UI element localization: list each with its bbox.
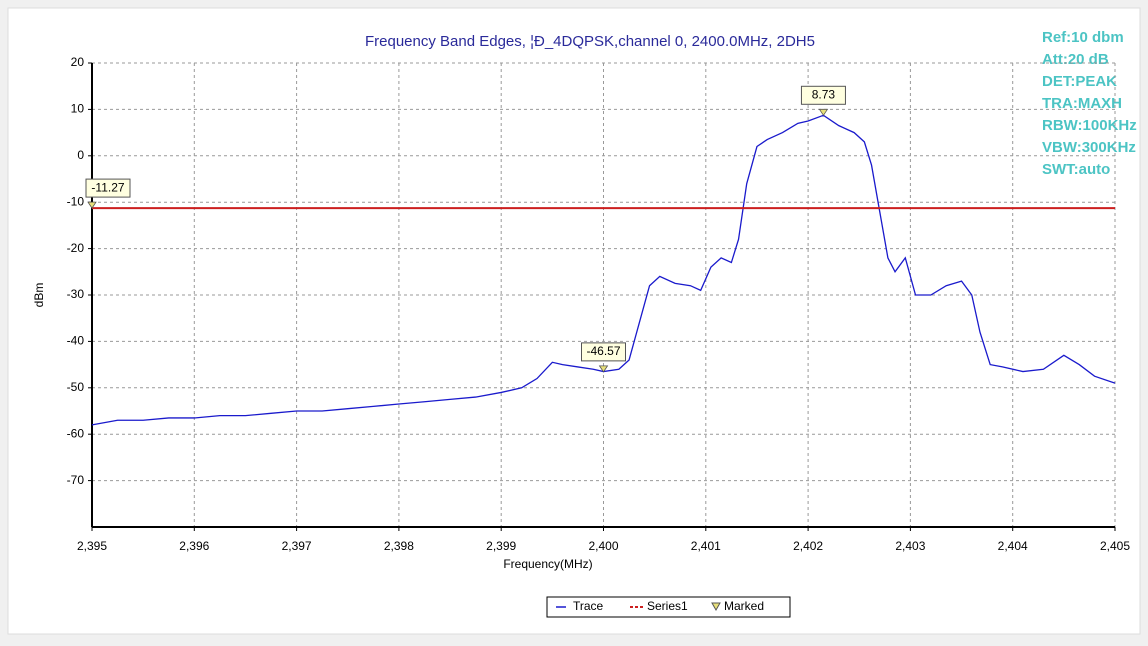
legend-box [546,596,791,618]
x-axis-label: Frequency(MHz) [503,557,592,571]
y-tick-label: -50 [67,380,85,394]
x-tick-label: 2,404 [998,539,1028,553]
legend-label: Trace [573,599,604,613]
marker-label: 8.73 [812,87,836,101]
marker [818,108,829,117]
marker-label-box [581,342,626,362]
y-axis-label: dBm [32,283,46,308]
marker-label: -46.57 [586,344,620,358]
x-tick-label: 2,399 [486,539,516,553]
y-tick-label: -10 [67,194,85,208]
info-line: Att:20 dB [1042,51,1109,68]
marker [598,365,609,373]
x-tick-label: 2,397 [282,539,312,553]
x-tick-label: 2,402 [793,539,823,553]
trace-line [91,114,1116,426]
legend-label: Marked [724,599,764,613]
panel [7,7,1141,635]
marker-label-box [800,85,846,105]
legend-swatch [711,602,721,612]
y-tick-label: 20 [71,55,85,69]
chart-title: Frequency Band Edges, ¦Ð_4DQPSK,channel … [365,33,815,50]
x-tick-label: 2,403 [895,539,925,553]
x-tick-label: 2,395 [77,539,107,553]
x-tick-label: 2,398 [384,539,414,553]
info-line: DET:PEAK [1042,73,1117,90]
y-tick-label: 10 [71,102,85,116]
info-line: VBW:300KHz [1042,139,1136,156]
info-line: Ref:10 dbm [1042,29,1124,46]
marker-label-box [85,178,131,198]
y-tick-label: -70 [67,473,85,487]
x-tick-label: 2,396 [179,539,209,553]
info-line: TRA:MAXH [1042,95,1122,112]
y-tick-label: -30 [67,287,85,301]
x-tick-label: 2,405 [1100,539,1130,553]
marker [87,201,97,209]
info-line: SWT:auto [1042,161,1110,178]
y-tick-label: -60 [67,426,85,440]
x-tick-label: 2,400 [588,539,618,553]
y-tick-label: -40 [67,334,85,348]
x-tick-label: 2,401 [691,539,721,553]
legend-label: Series1 [647,599,688,613]
marker-label: -11.27 [91,180,124,194]
info-line: RBW:100KHz [1042,117,1137,134]
y-tick-label: 0 [77,148,84,162]
y-tick-label: -20 [67,241,85,255]
